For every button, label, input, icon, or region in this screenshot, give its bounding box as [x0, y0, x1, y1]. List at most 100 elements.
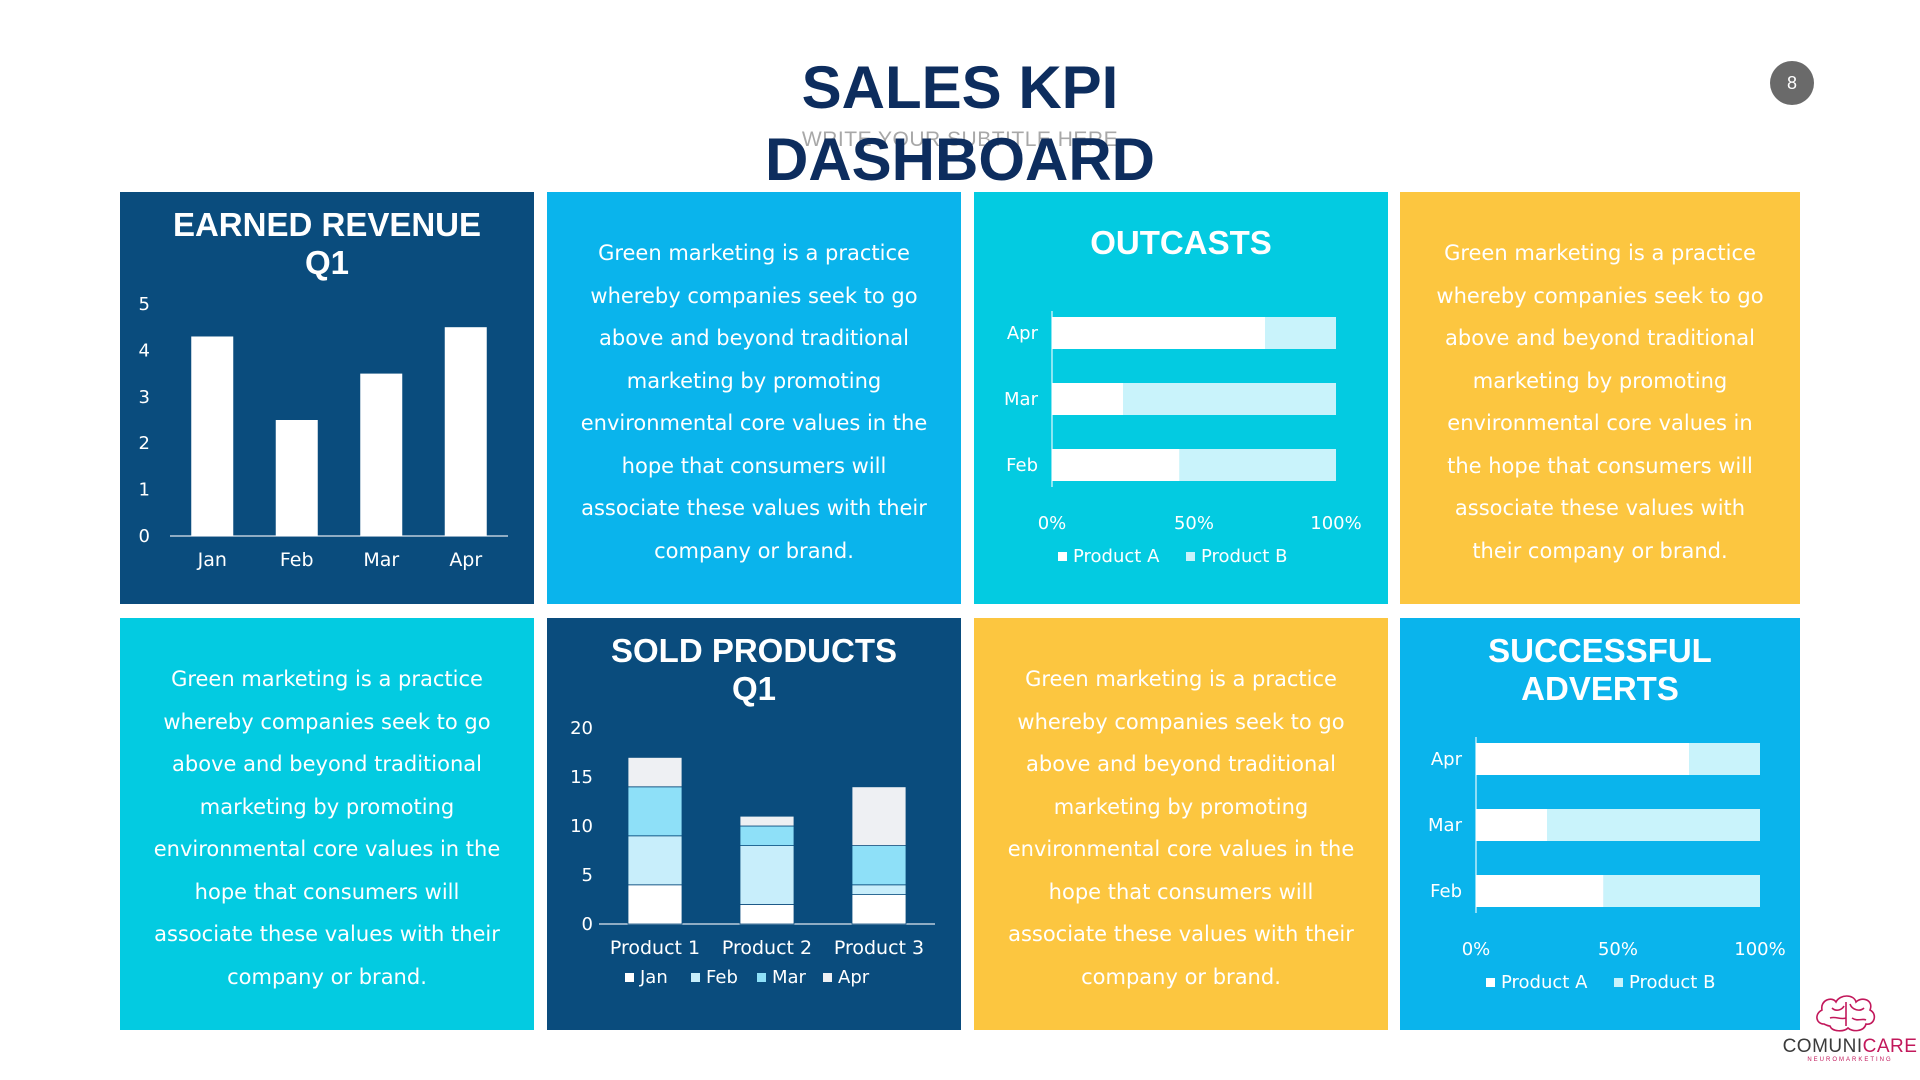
stacked-bar-segment	[1179, 449, 1336, 481]
successful-adverts-panel: SUCCESSFUL ADVERTS Apr Mar Feb 0% 50% 100% Pro…	[1400, 618, 1800, 1030]
successful-adverts-title-line1: SUCCESSFUL	[1488, 632, 1712, 669]
y-tick-label: Feb	[1430, 881, 1462, 902]
earned-revenue-title-line2: Q1	[304, 244, 350, 281]
x-tick-label: 100%	[1734, 939, 1785, 960]
legend-label: Feb	[706, 967, 738, 988]
sold-products-title-line2: Q1	[731, 670, 777, 707]
legend-swatch	[1614, 978, 1623, 987]
outcasts-panel: OUTCASTS Apr Mar Feb 0% 50% 100% Product A Prod…	[974, 192, 1388, 604]
text-panel-top-right-body: Green marketing is a practice whereby co…	[1436, 241, 1764, 563]
stacked-bar-segment	[851, 845, 907, 886]
stacked-bar-segment	[739, 825, 795, 847]
legend-swatch	[625, 973, 634, 982]
x-tick-label: 0%	[1462, 939, 1491, 960]
y-tick-label: 5	[582, 865, 593, 886]
outcasts-title: OUTCASTS	[1090, 224, 1272, 261]
x-tick-label: Product 1	[610, 937, 700, 959]
legend-swatch	[1486, 978, 1495, 987]
text-panel-bottom-left: Green marketing is a practice whereby co…	[120, 618, 534, 1030]
brand-tagline: NEUROMARKETING	[1807, 1057, 1893, 1063]
stacked-bar-segment	[851, 786, 907, 847]
sold-products-title-line1: SOLD PRODUCTS	[610, 632, 897, 669]
text-panel-bottom-middle-body: Green marketing is a practice whereby co…	[1007, 667, 1355, 989]
sold-products-panel: SOLD PRODUCTS Q1 0 5 10 15 20 Product 1 Produc…	[547, 618, 961, 1030]
legend-label: Product A	[1073, 546, 1160, 567]
brand-logo-text: COMUNICARE	[1780, 1036, 1920, 1058]
y-tick-label: 10	[570, 816, 593, 837]
y-tick-label: 2	[139, 433, 150, 454]
page-number-badge: 8	[1770, 61, 1814, 105]
stacked-bar-segment	[1603, 875, 1760, 907]
page-subtitle: WRITE YOUR SUBTITLE HERE	[801, 128, 1119, 151]
legend-swatch	[823, 973, 832, 982]
stacked-bar-segment	[1052, 317, 1265, 349]
revenue-bar	[444, 327, 487, 536]
x-tick-label: Jan	[197, 549, 227, 571]
y-tick-label: 5	[139, 294, 150, 315]
legend-label: Mar	[772, 967, 807, 988]
stacked-bar-segment	[627, 835, 683, 886]
y-tick-label: Mar	[1004, 389, 1039, 410]
revenue-bar	[191, 336, 234, 536]
legend-swatch	[1186, 552, 1195, 561]
revenue-bar	[275, 420, 318, 536]
stacked-bar-segment	[1265, 317, 1336, 349]
legend-label: Apr	[838, 967, 870, 988]
brand-name-part2: CARE	[1862, 1036, 1918, 1057]
title-line-2: DASHBOARD	[765, 126, 1155, 193]
earned-revenue-title-line1: EARNED REVENUE	[172, 206, 482, 243]
legend-label: Product B	[1201, 546, 1287, 567]
legend-label: Jan	[639, 967, 668, 988]
stacked-bar-segment	[627, 786, 683, 837]
stacked-bar-segment	[1052, 383, 1123, 415]
y-tick-label: 0	[582, 914, 593, 935]
text-panel-top-left-body: Green marketing is a practice whereby co…	[580, 241, 928, 563]
earned-revenue-chart: 0 1 2 3 4 5 Jan Feb Mar Apr	[139, 294, 508, 571]
stacked-bar-segment	[739, 815, 795, 827]
legend-label: Product B	[1629, 972, 1715, 993]
text-panel-top-right: Green marketing is a practice whereby co…	[1400, 192, 1800, 604]
brain-logo-icon	[1816, 995, 1876, 1032]
revenue-bar	[360, 373, 403, 536]
stacked-bar-segment	[851, 884, 907, 895]
y-tick-label: 20	[570, 718, 593, 739]
x-tick-label: 50%	[1598, 939, 1638, 960]
y-tick-label: 1	[139, 480, 150, 501]
stacked-bar-segment	[1476, 809, 1547, 841]
y-tick-label: Apr	[1007, 323, 1039, 344]
x-tick-label: Apr	[449, 549, 482, 571]
y-tick-label: 0	[139, 526, 150, 547]
x-tick-label: Product 3	[834, 937, 924, 959]
title-line-1: SALES KPI	[801, 54, 1119, 121]
stacked-bar-segment	[1547, 809, 1760, 841]
stacked-bar-segment	[851, 894, 907, 925]
x-tick-label: Product 2	[722, 937, 812, 959]
x-tick-label: 0%	[1038, 513, 1067, 534]
stacked-bar-segment	[627, 756, 683, 788]
text-panel-top-left: Green marketing is a practice whereby co…	[547, 192, 961, 604]
stacked-bar-segment	[1052, 449, 1180, 481]
successful-adverts-chart: Apr Mar Feb 0% 50% 100% Product A Product B	[1428, 737, 1786, 993]
outcasts-chart: Apr Mar Feb 0% 50% 100% Product A Product B	[1004, 311, 1362, 567]
page-title: SALES KPI DASHBOARD	[0, 52, 1920, 196]
y-tick-label: Mar	[1428, 815, 1463, 836]
stacked-bar-segment	[1476, 875, 1604, 907]
successful-adverts-title: SUCCESSFUL ADVERTS	[1400, 632, 1800, 708]
y-tick-label: 4	[139, 340, 150, 361]
stacked-bar-segment	[1476, 743, 1689, 775]
earned-revenue-title: EARNED REVENUE Q1	[120, 206, 534, 282]
sold-products-chart: 0 5 10 15 20 Product 1 Product 2 Product 3 Jan Fe…	[570, 718, 935, 988]
legend-swatch	[757, 973, 766, 982]
stacked-bar-segment	[739, 845, 795, 905]
legend-swatch	[1058, 552, 1067, 561]
legend-swatch	[691, 973, 700, 982]
y-tick-label: 3	[139, 387, 150, 408]
x-tick-label: Mar	[363, 549, 399, 571]
stacked-bar-segment	[1123, 383, 1336, 415]
legend-label: Product A	[1501, 972, 1588, 993]
successful-adverts-title-line2: ADVERTS	[1521, 670, 1679, 707]
x-tick-label: 50%	[1174, 513, 1214, 534]
y-tick-label: 15	[570, 767, 593, 788]
y-tick-label: Apr	[1431, 749, 1463, 770]
text-panel-bottom-left-body: Green marketing is a practice whereby co…	[153, 667, 501, 989]
